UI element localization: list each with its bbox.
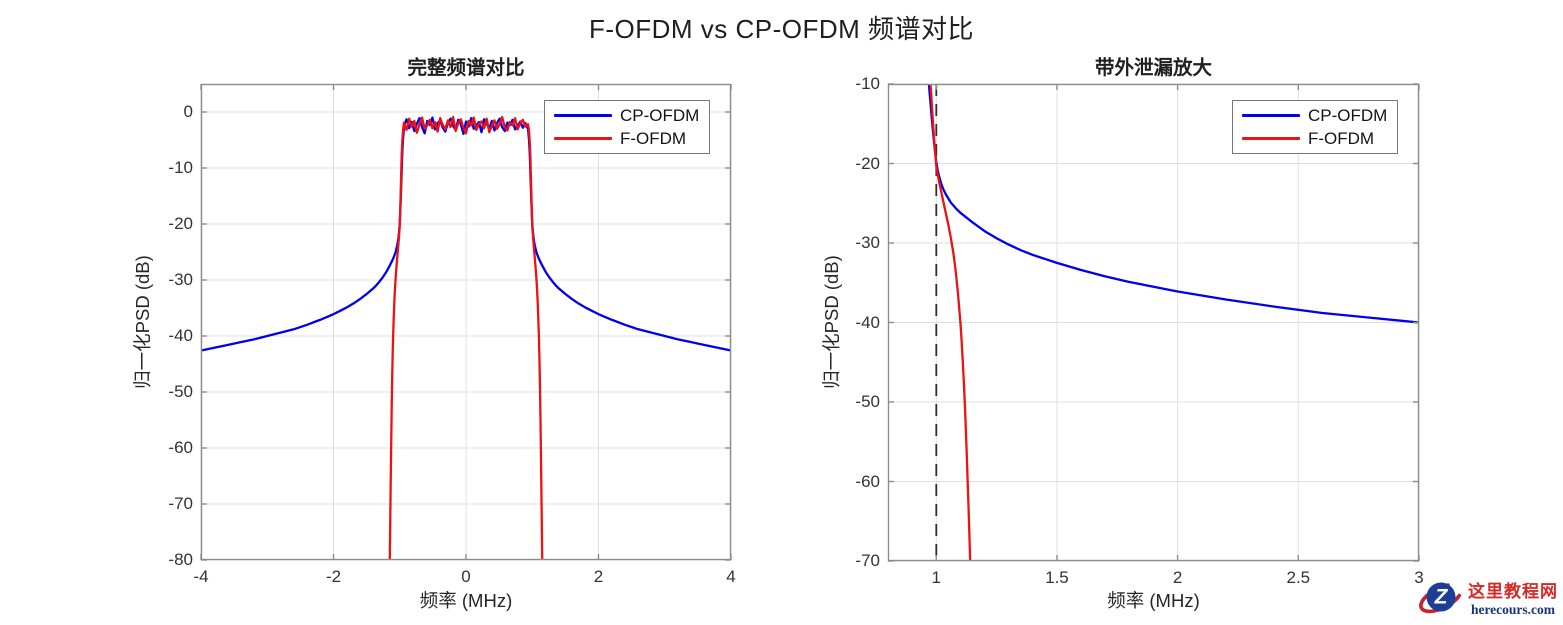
f-ofdm-line-swatch: [554, 136, 612, 141]
y-tick-label: -70: [855, 551, 880, 570]
site-logo-icon: Z: [1419, 582, 1463, 614]
legend-item-cp-ofdm: CP-OFDM: [1233, 104, 1397, 127]
right-x-axis-label: 频率 (MHz): [1107, 590, 1200, 611]
y-tick-label: -70: [168, 494, 193, 513]
watermark-site-name: 这里教程网: [1468, 581, 1558, 601]
y-tick-label: 0: [183, 102, 193, 121]
cp-ofdm-line-swatch: [554, 113, 612, 118]
legend-item-f-ofdm: F-OFDM: [545, 127, 709, 150]
figure-title: F-OFDM vs CP-OFDM 频谱对比: [588, 14, 975, 44]
x-tick-label: 2: [593, 567, 604, 586]
legend-label-f-ofdm: F-OFDM: [1308, 128, 1375, 148]
y-tick-label: -80: [168, 550, 193, 569]
x-tick-label: 1.5: [1045, 568, 1069, 587]
x-tick-label: 3: [1414, 568, 1424, 587]
watermark-site-url[interactable]: herecours.com: [1470, 601, 1556, 617]
x-tick-label: -2: [325, 567, 342, 586]
x-tick-label: 2: [1172, 568, 1183, 587]
y-tick-label: -50: [168, 382, 193, 401]
x-tick-label: 0: [461, 567, 471, 586]
logo-letter: Z: [1434, 586, 1449, 609]
y-tick-label: -40: [168, 326, 193, 345]
y-tick-label: -30: [168, 270, 193, 289]
right-subplot-title: 带外泄漏放大: [1094, 57, 1212, 79]
y-tick-label: -60: [168, 438, 193, 457]
cp-ofdm-line-swatch: [1242, 113, 1300, 118]
x-tick-label: 2.5: [1286, 568, 1311, 587]
legend-label-f-ofdm: F-OFDM: [620, 128, 687, 148]
left-subplot-title: 完整频谱对比: [407, 57, 525, 79]
x-tick-label: 1: [931, 568, 941, 587]
y-tick-label: -30: [855, 233, 880, 252]
y-tick-label: -10: [855, 74, 880, 93]
y-tick-label: -60: [855, 471, 880, 491]
left-plot-area: [200, 83, 732, 561]
legend-label-cp-ofdm: CP-OFDM: [1308, 105, 1388, 125]
legend-item-f-ofdm: F-OFDM: [1233, 127, 1397, 150]
x-tick-label: 4: [726, 567, 736, 586]
y-tick-label: -50: [855, 392, 880, 411]
legend-label-cp-ofdm: CP-OFDM: [620, 105, 700, 125]
y-tick-label: -40: [855, 312, 880, 332]
f-ofdm-line-swatch: [1242, 136, 1300, 141]
x-tick-label: -4: [193, 567, 209, 586]
watermark: Z 这里教程网 herecours.com: [1416, 572, 1562, 622]
left-x-axis-label: 频率 (MHz): [419, 590, 513, 611]
right-plot-area: [887, 83, 1420, 562]
y-tick-label: -20: [855, 153, 880, 173]
y-tick-label: -20: [168, 214, 193, 233]
left-plot-legend: CP-OFDM F-OFDM: [544, 100, 710, 154]
right-plot-legend: CP-OFDM F-OFDM: [1232, 100, 1398, 154]
legend-item-cp-ofdm: CP-OFDM: [545, 104, 709, 127]
y-tick-label: -10: [168, 158, 193, 177]
